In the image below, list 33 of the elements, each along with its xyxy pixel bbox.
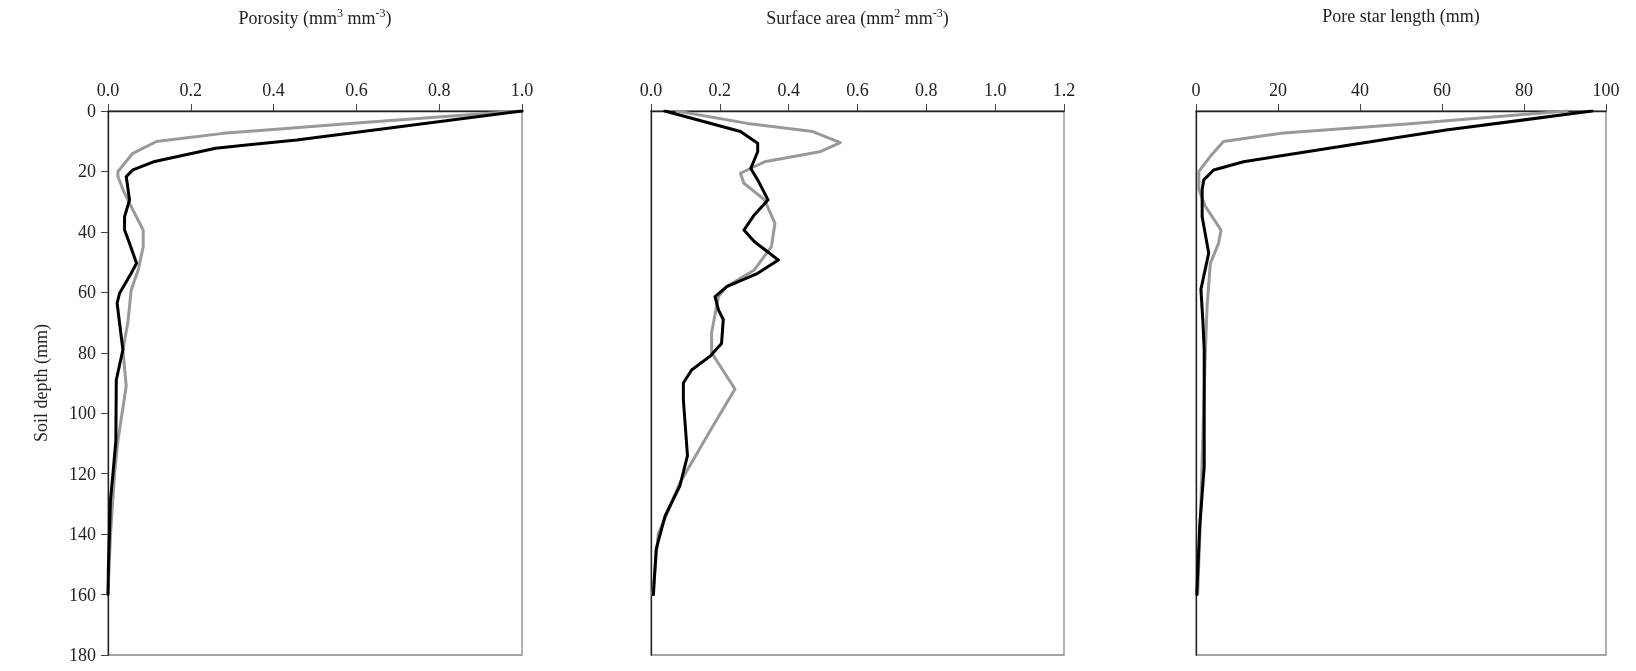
- y-tick-label: 40: [78, 221, 96, 242]
- y-tick-label: 120: [69, 463, 96, 484]
- x-tick-label: 1.0: [983, 80, 1007, 100]
- x-tick-label: 20: [1269, 80, 1287, 100]
- y-tick-label: 180: [69, 645, 96, 665]
- y-tick-label: 100: [69, 403, 96, 424]
- y-tick-label: 0: [87, 101, 96, 121]
- x-tick-label: 1.0: [510, 80, 534, 100]
- x-tick-label: 0.2: [179, 80, 203, 100]
- x-tick-label: 0.4: [777, 80, 800, 100]
- y-tick-label: 160: [69, 584, 96, 605]
- x-axis-title: Porosity (mm$^{3}$ mm$^{-3}$): [238, 6, 392, 29]
- x-tick-label: 80: [1515, 80, 1533, 100]
- x-tick-label: 0.4: [262, 80, 285, 100]
- y-axis-title: Soil depth (mm): [31, 324, 52, 442]
- x-tick-label: 1.2: [1052, 80, 1076, 100]
- x-tick-label: 40: [1351, 80, 1369, 100]
- y-tick-label: 80: [78, 342, 96, 363]
- x-tick-label: 0.0: [639, 80, 663, 100]
- x-tick-label: 0.6: [345, 80, 368, 100]
- x-axis-title: Surface area (mm$^{2}$ mm$^{-3}$): [766, 6, 949, 29]
- x-axis-title: Pore star length (mm): [1322, 6, 1480, 27]
- x-tick-label: 0: [1191, 80, 1201, 100]
- x-tick-label: 0.2: [708, 80, 732, 100]
- y-tick-label: 140: [69, 524, 96, 545]
- x-tick-label: 100: [1592, 80, 1620, 100]
- y-tick-label: 20: [78, 161, 96, 182]
- x-tick-label: 0.8: [427, 80, 451, 100]
- y-tick-label: 60: [78, 282, 96, 303]
- x-tick-label: 0.0: [96, 80, 120, 100]
- x-tick-label: 60: [1433, 80, 1451, 100]
- x-tick-label: 0.6: [846, 80, 869, 100]
- x-tick-label: 0.8: [915, 80, 938, 100]
